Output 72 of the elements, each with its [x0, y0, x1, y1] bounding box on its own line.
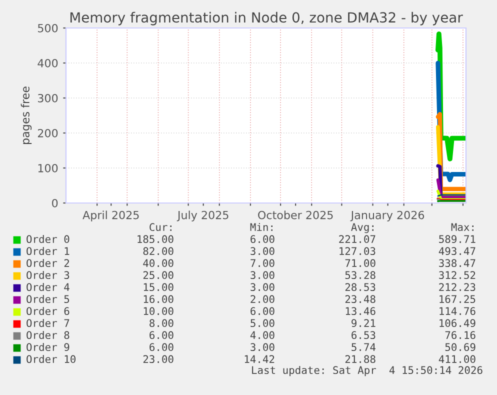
legend-label: Order 6: [26, 306, 70, 316]
y-tick-label: 500: [38, 24, 58, 32]
legend-label: Order 1: [26, 246, 70, 256]
x-tick-label: April 2025: [82, 210, 139, 222]
text: Last update: Sat Apr 4 15:50:14 2026: [252, 366, 482, 376]
text: 5.74: [352, 343, 376, 352]
text: 3.00: [250, 283, 274, 292]
chart-title: Memory fragmentation in Node 0, zone DMA32 - by year: [70, 12, 463, 26]
text: 23.48: [345, 295, 376, 304]
text: 13.46: [346, 307, 376, 316]
text: 312.52: [439, 271, 476, 280]
text: 7.00: [250, 259, 274, 268]
legend-label: Order 10: [26, 354, 76, 364]
text: 3.00: [250, 343, 274, 352]
text: 212.23: [439, 283, 476, 292]
text: 9.21: [352, 319, 376, 328]
legend-label: Order 8: [26, 330, 70, 340]
text: Avg:: [351, 223, 374, 234]
text: 589.71: [439, 235, 476, 244]
text: 6.00: [150, 343, 174, 352]
text: 10.00: [144, 307, 174, 316]
text: 82.00: [143, 247, 174, 256]
y-tick-label: 300: [38, 94, 58, 102]
text: 21.88: [345, 355, 376, 364]
text: 3.00: [250, 271, 274, 280]
text: 16.00: [144, 295, 174, 304]
text: Cur:: [150, 223, 172, 232]
x-tick-label: October 2025: [258, 210, 333, 220]
text: 71.00: [345, 259, 376, 268]
text: 2.00: [250, 295, 274, 304]
legend-label: Order 4: [26, 282, 70, 292]
text: 493.47: [438, 247, 476, 256]
text: 106.49: [440, 319, 476, 328]
legend-label: Order 0: [26, 234, 70, 244]
text: 25.00: [143, 271, 174, 280]
text: 411.00: [438, 355, 476, 364]
x-tick-label: January 2026: [350, 210, 424, 222]
text: 5.00: [250, 319, 274, 328]
text: 127.03: [340, 247, 376, 256]
legend-label: Order 2: [26, 258, 70, 268]
y-axis-title: pages free: [20, 86, 32, 144]
text: 221.07: [339, 235, 376, 244]
text: Max:: [451, 223, 474, 232]
text: 15.00: [144, 283, 174, 292]
legend-label: Order 5: [26, 294, 70, 304]
legend-label: Order 3: [26, 270, 70, 280]
x-tick-label: July 2025: [176, 210, 228, 222]
text: 6.00: [250, 235, 274, 244]
text: 8.00: [150, 319, 174, 328]
text: 185.00: [138, 235, 174, 244]
text: 167.25: [440, 295, 476, 304]
y-tick-label: 0: [52, 198, 58, 208]
text: 76.16: [445, 331, 476, 340]
text: 6.00: [250, 307, 274, 316]
text: 14.42: [244, 355, 274, 363]
text: 50.69: [445, 343, 476, 352]
text: 23.00: [143, 355, 174, 364]
text: 6.53: [352, 331, 376, 340]
text: 53.28: [345, 271, 376, 280]
text: 338.47: [439, 259, 476, 268]
y-tick-label: 400: [38, 58, 58, 68]
y-tick-label: 200: [38, 128, 58, 138]
legend-label: Order 9: [26, 342, 70, 352]
text: 4.00: [250, 331, 274, 340]
text: Min:: [250, 222, 272, 231]
text: 6.00: [150, 331, 174, 340]
legend-label: Order 7: [26, 318, 70, 328]
text: 3.00: [250, 247, 274, 256]
text: 114.76: [440, 307, 476, 316]
text: 28.53: [345, 283, 376, 292]
y-tick-label: 100: [38, 164, 58, 172]
text: 40.00: [143, 259, 174, 268]
